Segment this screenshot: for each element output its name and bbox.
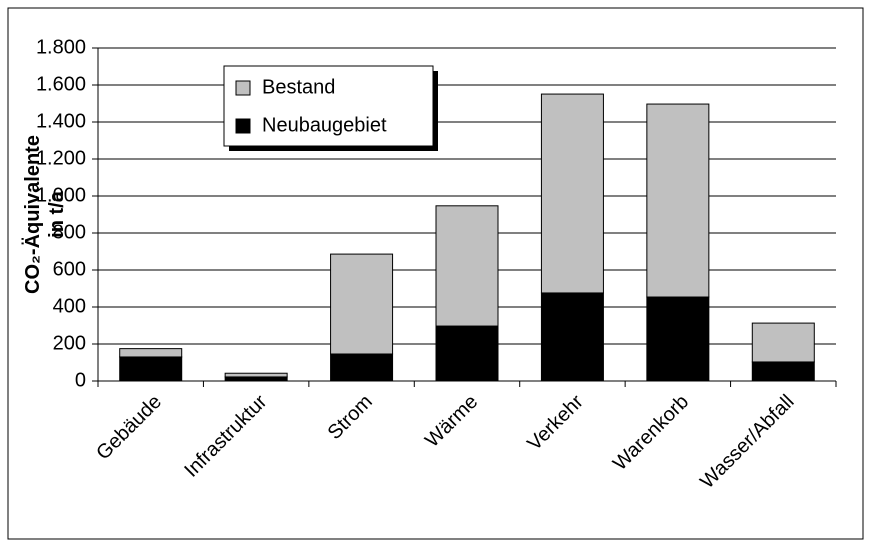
bar-segment [646, 296, 710, 382]
bar-segment [646, 103, 710, 298]
bar-segment [751, 322, 815, 363]
legend [223, 65, 434, 147]
y-tick-label: 1.800 [36, 36, 86, 58]
bar-segment [330, 253, 394, 355]
y-tick-label: 1.000 [36, 184, 86, 206]
y-axis-label: CO₂-Äquivalente in t/a [21, 135, 68, 294]
y-tick-label: 600 [53, 258, 86, 280]
bar-segment [435, 205, 499, 327]
y-tick-label: 0 [75, 369, 86, 391]
y-tick-label: 200 [53, 332, 86, 354]
y-tick-label: 1.400 [36, 110, 86, 132]
bar-segment [119, 356, 183, 382]
bar-segment [330, 353, 394, 382]
bar-segment [435, 325, 499, 382]
bar-segment [540, 292, 604, 382]
legend-label: Neubaugebiet [262, 114, 387, 136]
legend-label: Bestand [262, 76, 335, 98]
y-tick-label: 1.600 [36, 73, 86, 95]
y-tick-label: 800 [53, 221, 86, 243]
y-axis-label-line: in t/a [46, 190, 68, 238]
legend-swatch [235, 118, 251, 134]
bar-segment [540, 93, 604, 294]
bar-segment [751, 361, 815, 382]
y-tick-label: 400 [53, 295, 86, 317]
bar-segment [119, 348, 183, 358]
y-axis-label-line: CO₂-Äquivalente [21, 135, 44, 294]
legend-swatch [235, 80, 251, 96]
y-tick-label: 1.200 [36, 147, 86, 169]
bar-segment [224, 376, 288, 382]
bar-segment [224, 372, 288, 378]
